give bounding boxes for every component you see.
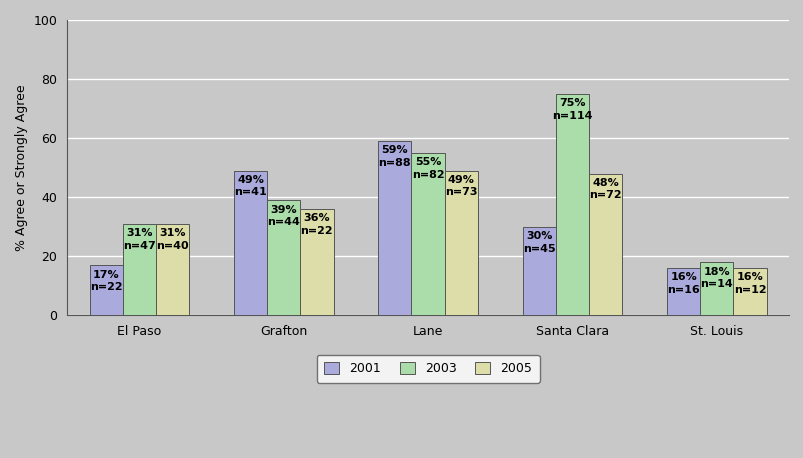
Bar: [555, 94, 589, 315]
Bar: [300, 209, 333, 315]
Text: 49%
n=41: 49% n=41: [234, 175, 267, 197]
Text: 49%
n=73: 49% n=73: [445, 175, 477, 197]
Text: 59%
n=88: 59% n=88: [378, 146, 410, 168]
Bar: [267, 200, 300, 315]
Text: 55%
n=82: 55% n=82: [411, 157, 444, 180]
Text: 39%
n=44: 39% n=44: [267, 205, 300, 227]
Text: 17%
n=22: 17% n=22: [90, 269, 122, 292]
Bar: [156, 224, 189, 315]
Bar: [377, 141, 411, 315]
Bar: [666, 268, 699, 315]
Text: 48%
n=72: 48% n=72: [589, 178, 622, 201]
Bar: [89, 265, 123, 315]
Text: 31%
n=47: 31% n=47: [123, 228, 156, 251]
Y-axis label: % Agree or Strongly Agree: % Agree or Strongly Agree: [15, 84, 28, 251]
Text: 36%
n=22: 36% n=22: [300, 213, 332, 236]
Text: 16%
n=12: 16% n=12: [733, 273, 765, 295]
Bar: [732, 268, 766, 315]
Bar: [444, 170, 477, 315]
Bar: [589, 174, 622, 315]
Text: 75%
n=114: 75% n=114: [552, 98, 592, 120]
Bar: [522, 227, 555, 315]
Bar: [234, 170, 267, 315]
Text: 16%
n=16: 16% n=16: [666, 273, 699, 295]
Bar: [411, 153, 444, 315]
Bar: [699, 262, 732, 315]
Bar: [123, 224, 156, 315]
Text: 30%
n=45: 30% n=45: [522, 231, 555, 254]
Legend: 2001, 2003, 2005: 2001, 2003, 2005: [316, 355, 539, 383]
Text: 31%
n=40: 31% n=40: [156, 228, 189, 251]
Text: 18%
n=14: 18% n=14: [699, 267, 732, 289]
